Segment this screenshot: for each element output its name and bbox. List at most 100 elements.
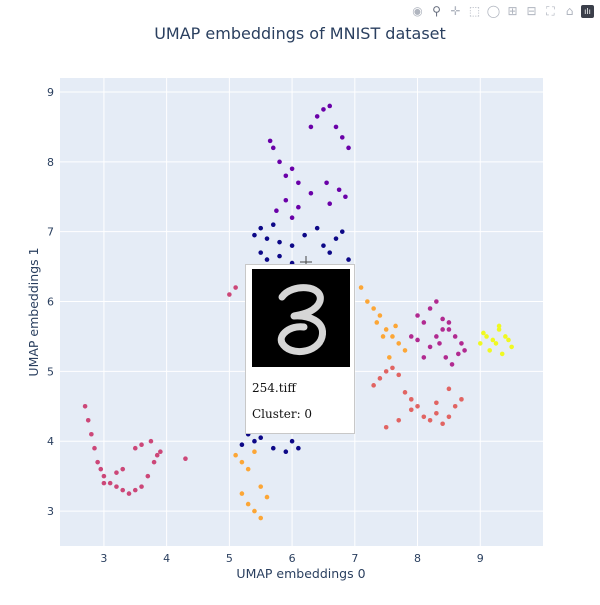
- scatter-point[interactable]: [270, 445, 276, 451]
- scatter-point[interactable]: [296, 445, 301, 451]
- scatter-point[interactable]: [358, 285, 364, 290]
- scatter-point[interactable]: [308, 190, 314, 196]
- scatter-point[interactable]: [408, 407, 414, 413]
- scatter-point[interactable]: [506, 337, 511, 343]
- scatter-point[interactable]: [383, 424, 389, 430]
- scatter-point[interactable]: [139, 484, 144, 489]
- scatter-point[interactable]: [462, 348, 467, 353]
- scatter-point[interactable]: [158, 449, 163, 455]
- scatter-point[interactable]: [101, 480, 107, 486]
- scatter-point[interactable]: [277, 253, 282, 259]
- scatter-point[interactable]: [245, 466, 251, 472]
- scatter-point[interactable]: [289, 215, 295, 221]
- scatter-point[interactable]: [114, 484, 119, 489]
- scatter-point[interactable]: [365, 299, 370, 304]
- scatter-point[interactable]: [283, 449, 289, 455]
- scatter-point[interactable]: [481, 330, 486, 336]
- scatter-point[interactable]: [346, 145, 351, 151]
- scatter-point[interactable]: [427, 344, 433, 350]
- scatter-point[interactable]: [296, 204, 301, 210]
- scatter-point[interactable]: [283, 197, 289, 203]
- scatter-point[interactable]: [258, 515, 264, 521]
- scatter-point[interactable]: [390, 365, 395, 371]
- scatter-point[interactable]: [98, 466, 104, 472]
- scatter-point[interactable]: [446, 414, 452, 420]
- scatter-point[interactable]: [327, 250, 333, 255]
- scatter-point[interactable]: [277, 159, 282, 165]
- scatter-point[interactable]: [239, 459, 245, 465]
- scatter-point[interactable]: [239, 491, 245, 496]
- pan-button[interactable]: ✛: [448, 4, 463, 19]
- scatter-point[interactable]: [95, 459, 100, 465]
- scatter-point[interactable]: [308, 124, 314, 130]
- scatter-point[interactable]: [239, 442, 245, 448]
- scatter-point[interactable]: [440, 327, 445, 332]
- scatter-point[interactable]: [264, 494, 270, 500]
- scatter-point[interactable]: [233, 452, 238, 458]
- scatter-point[interactable]: [374, 320, 380, 325]
- scatter-point[interactable]: [270, 145, 276, 151]
- scatter-point[interactable]: [421, 414, 427, 420]
- scatter-point[interactable]: [427, 417, 433, 423]
- scatter-point[interactable]: [456, 351, 461, 357]
- download-plot-button[interactable]: ◉: [410, 4, 425, 19]
- scatter-point[interactable]: [434, 334, 439, 339]
- scatter-point[interactable]: [452, 334, 458, 339]
- scatter-point[interactable]: [371, 306, 376, 311]
- scatter-point[interactable]: [427, 306, 433, 311]
- scatter-point[interactable]: [402, 348, 408, 353]
- scatter-point[interactable]: [132, 487, 138, 493]
- scatter-point[interactable]: [327, 201, 333, 207]
- scatter-point[interactable]: [120, 466, 126, 472]
- scatter-point[interactable]: [302, 232, 307, 238]
- scatter-point[interactable]: [377, 313, 383, 318]
- scatter-point[interactable]: [509, 344, 514, 350]
- scatter-point[interactable]: [333, 236, 339, 241]
- scatter-point[interactable]: [490, 337, 496, 343]
- scatter-point[interactable]: [440, 421, 445, 427]
- scatter-point[interactable]: [496, 323, 502, 329]
- scatter-point[interactable]: [270, 222, 276, 227]
- plotly-logo[interactable]: ılı: [581, 5, 594, 18]
- scatter-point[interactable]: [336, 187, 342, 193]
- box-select-button[interactable]: ⬚: [467, 4, 482, 19]
- scatter-point[interactable]: [383, 369, 389, 374]
- scatter-point[interactable]: [267, 138, 273, 144]
- scatter-point[interactable]: [92, 445, 97, 451]
- scatter-point[interactable]: [114, 470, 119, 475]
- scatter-point[interactable]: [264, 257, 270, 262]
- scatter-point[interactable]: [477, 341, 483, 346]
- scatter-point[interactable]: [402, 390, 408, 395]
- scatter-point[interactable]: [289, 438, 295, 444]
- scatter-point[interactable]: [289, 166, 295, 172]
- scatter-point[interactable]: [151, 459, 157, 465]
- scatter-point[interactable]: [434, 299, 439, 304]
- scatter-point[interactable]: [321, 243, 326, 248]
- scatter-point[interactable]: [377, 376, 383, 381]
- scatter-point[interactable]: [227, 292, 232, 297]
- scatter-point[interactable]: [346, 257, 351, 262]
- scatter-point[interactable]: [459, 341, 464, 346]
- scatter-point[interactable]: [452, 403, 458, 409]
- scatter-point[interactable]: [393, 323, 398, 329]
- scatter-point[interactable]: [101, 473, 107, 479]
- scatter-point[interactable]: [148, 438, 154, 444]
- scatter-point[interactable]: [252, 232, 257, 238]
- scatter-point[interactable]: [283, 173, 289, 179]
- scatter-point[interactable]: [380, 334, 386, 339]
- scatter-point[interactable]: [85, 417, 91, 423]
- scatter-point[interactable]: [487, 348, 492, 353]
- scatter-point[interactable]: [390, 334, 395, 339]
- scatter-point[interactable]: [408, 334, 414, 339]
- scatter-point[interactable]: [415, 337, 420, 343]
- scatter-point[interactable]: [339, 135, 345, 140]
- scatter-point[interactable]: [434, 410, 439, 416]
- scatter-point[interactable]: [245, 501, 251, 507]
- scatter-point[interactable]: [443, 355, 449, 360]
- scatter-point[interactable]: [343, 194, 348, 200]
- scatter-point[interactable]: [258, 225, 264, 231]
- scatter-point[interactable]: [89, 431, 94, 437]
- scatter-point[interactable]: [496, 327, 502, 332]
- scatter-point[interactable]: [446, 386, 452, 392]
- scatter-point[interactable]: [446, 320, 452, 325]
